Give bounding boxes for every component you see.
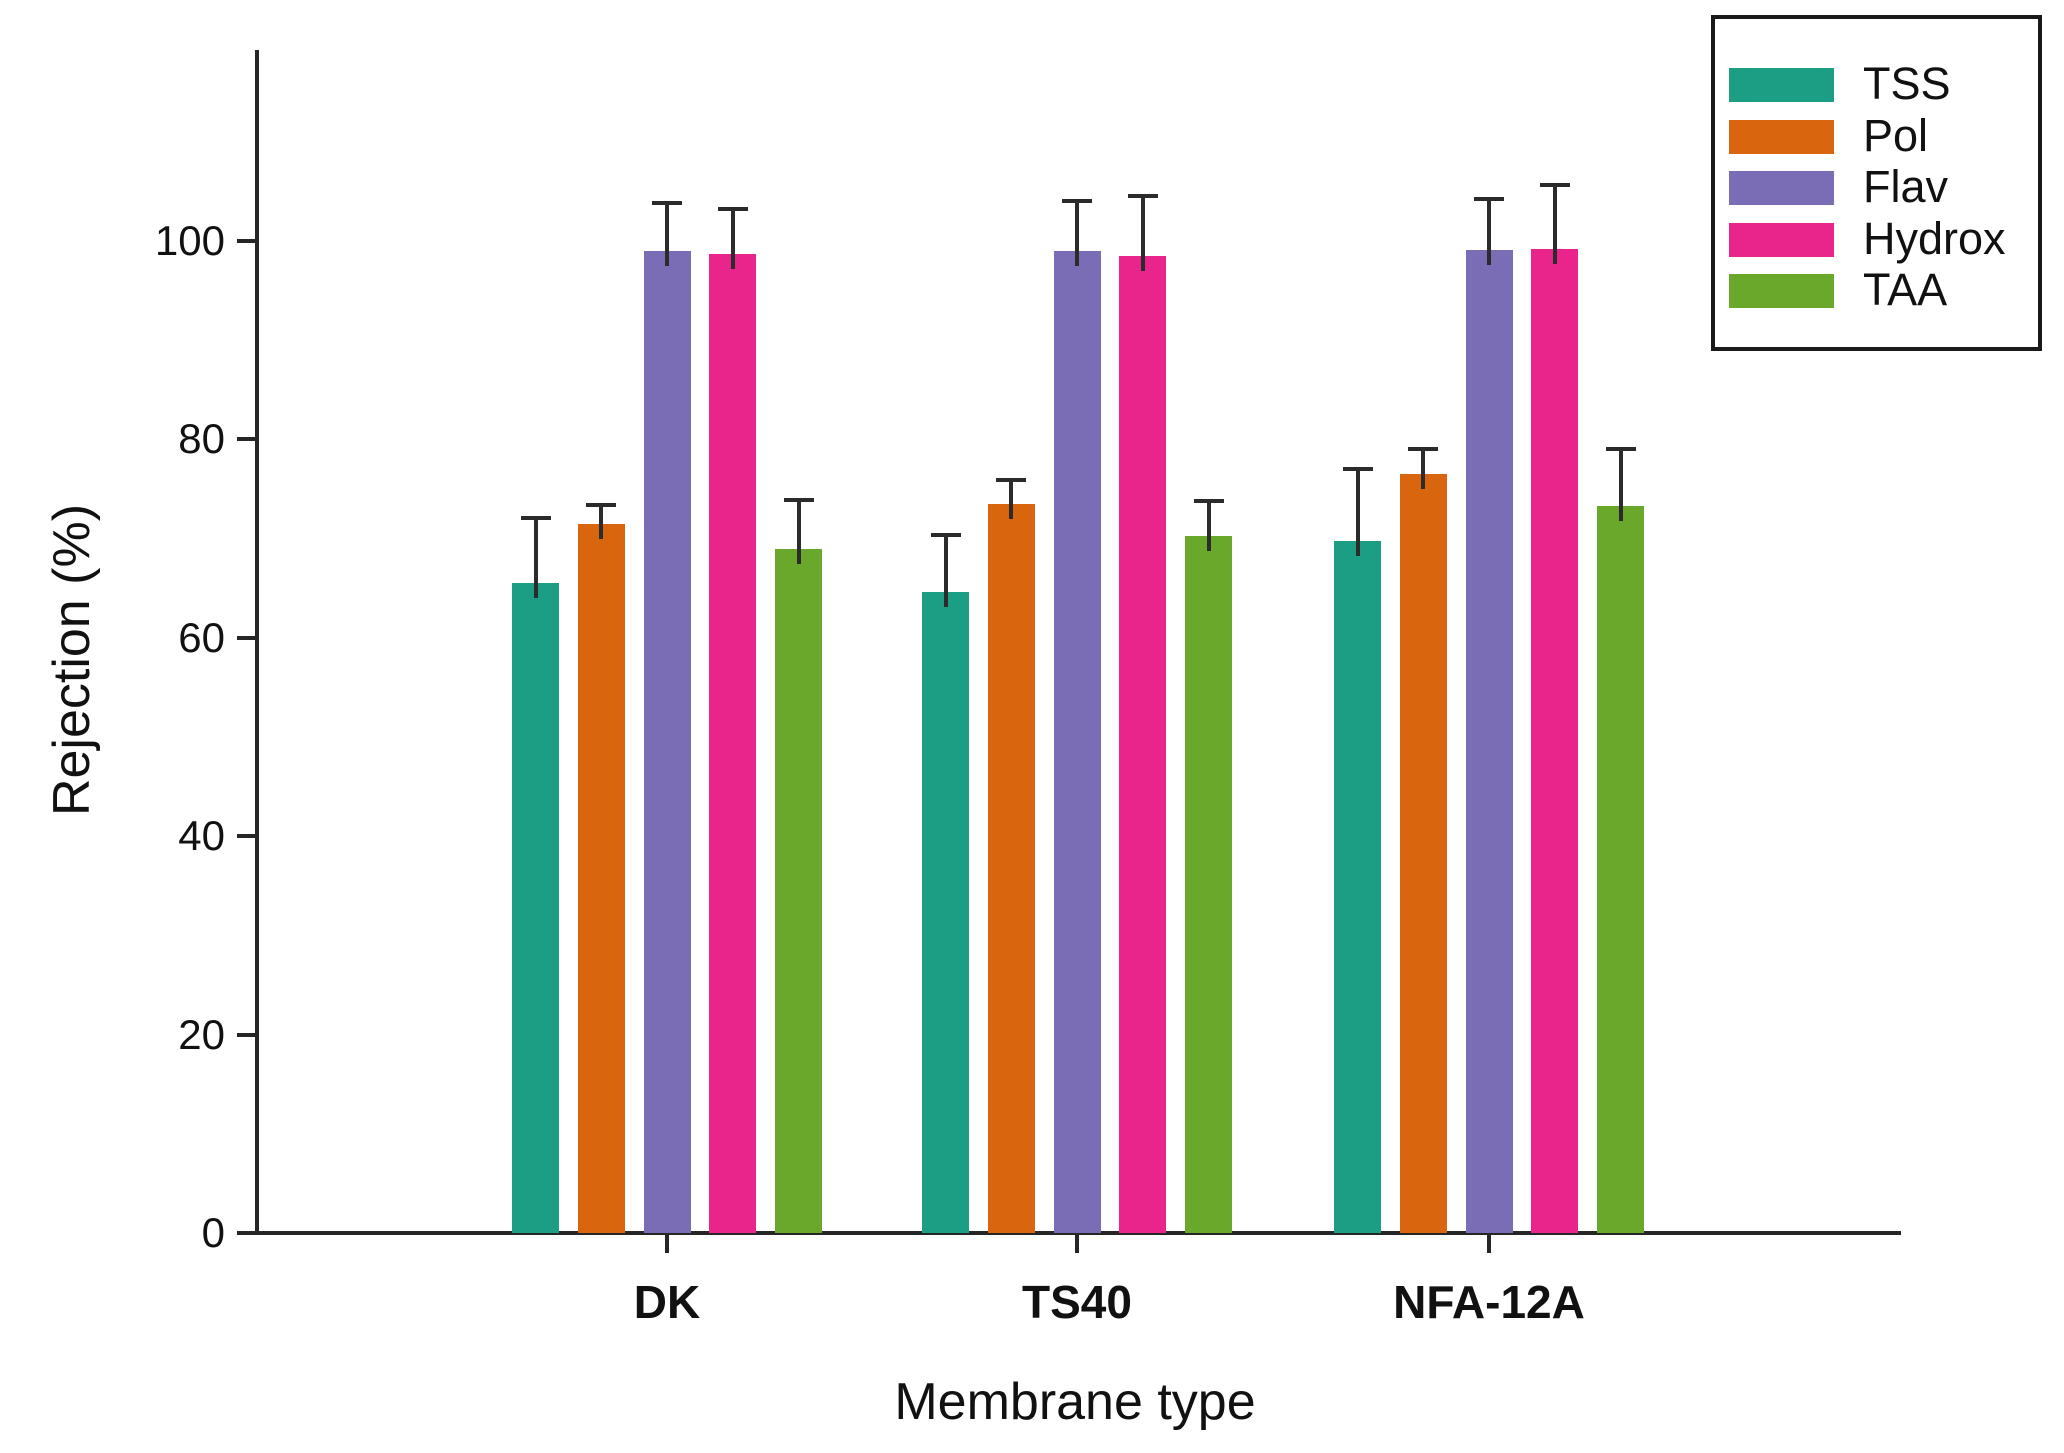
y-tick-label: 20	[178, 1010, 225, 1058]
y-tick-label: 0	[201, 1209, 225, 1256]
error-bar-line	[1075, 201, 1079, 266]
bar-Hydrox-TS40	[1119, 255, 1167, 1233]
legend-swatch-Flav	[1729, 171, 1834, 205]
x-tick-mark	[1487, 1235, 1491, 1253]
legend: TSS Pol Flav Hydrox TAA	[1711, 15, 2042, 351]
y-axis-line	[255, 50, 259, 1235]
error-bar-cap	[996, 478, 1027, 483]
error-bar-cap	[1127, 194, 1158, 199]
error-bar-cap	[520, 515, 551, 520]
bar-Hydrox-NFA-12A	[1531, 248, 1579, 1233]
legend-swatch-TAA	[1729, 274, 1834, 308]
bar-TSS-NFA-12A	[1334, 540, 1381, 1233]
error-bar-cap	[1193, 498, 1224, 503]
error-bar-line	[730, 209, 735, 269]
legend-swatch-Hydrox	[1729, 222, 1834, 257]
bar-TAA-TS40	[1185, 535, 1232, 1233]
bar-TSS-DK	[512, 583, 559, 1233]
error-bar-line	[943, 534, 948, 608]
bar-Flav-DK	[643, 250, 691, 1233]
y-tick-mark	[237, 834, 257, 839]
bar-TAA-DK	[775, 548, 822, 1233]
error-bar-line	[533, 517, 538, 599]
y-tick-mark	[237, 437, 257, 442]
bar-TAA-NFA-12A	[1597, 505, 1644, 1233]
bar-TSS-TS40	[922, 592, 969, 1233]
error-bar-line	[1140, 196, 1145, 271]
legend-label: Pol	[1863, 109, 1929, 161]
x-axis-title: Membrane type	[894, 1373, 1256, 1431]
error-bar-cap	[652, 201, 682, 206]
x-category-label-NFA-12A: NFA-12A	[1393, 1276, 1585, 1328]
bar-Flav-TS40	[1053, 250, 1101, 1233]
x-category-label-TS40: TS40	[1022, 1276, 1132, 1328]
y-tick-mark	[237, 1231, 257, 1235]
legend-label: Hydrox	[1863, 212, 2006, 264]
y-tick-mark	[237, 635, 257, 640]
error-bar-cap	[1408, 447, 1439, 452]
y-tick-label: 60	[178, 613, 225, 661]
x-category-label-DK: DK	[633, 1276, 701, 1328]
y-tick-label: 100	[154, 217, 225, 264]
legend-label: TAA	[1863, 264, 1948, 315]
x-axis-line	[255, 1231, 1901, 1235]
error-bar-line	[1421, 449, 1426, 490]
error-bar-cap	[1539, 183, 1570, 188]
bar-Pol-NFA-12A	[1399, 474, 1447, 1233]
error-bar-cap	[1342, 467, 1373, 472]
error-bar-line	[1009, 480, 1014, 519]
error-bar-line	[1552, 185, 1557, 264]
error-bar-line	[1206, 500, 1211, 551]
y-tick-label: 40	[178, 812, 225, 860]
error-bar-line	[796, 499, 801, 564]
error-bar-cap	[930, 532, 961, 537]
legend-label: TSS	[1863, 58, 1951, 109]
error-bar-line	[599, 504, 604, 539]
error-bar-line	[1355, 469, 1360, 556]
error-bar-line	[1487, 199, 1491, 265]
legend-label: Flav	[1863, 161, 1949, 212]
x-tick-mark	[1075, 1235, 1079, 1253]
error-bar-line	[1618, 449, 1623, 521]
error-bar-cap	[1062, 199, 1092, 204]
bar-Pol-TS40	[987, 503, 1035, 1233]
legend-swatch-TSS	[1729, 68, 1834, 102]
error-bar-line	[665, 203, 669, 266]
y-tick-mark	[237, 239, 257, 243]
error-bar-cap	[717, 207, 748, 212]
error-bar-cap	[1605, 447, 1636, 452]
y-tick-mark	[237, 1032, 257, 1037]
y-axis-title: Rejection (%)	[43, 503, 101, 817]
y-tick-label: 80	[178, 415, 225, 463]
error-bar-cap	[1474, 197, 1504, 202]
legend-swatch-Pol	[1729, 119, 1834, 154]
bar-Flav-NFA-12A	[1465, 249, 1513, 1233]
error-bar-cap	[783, 497, 814, 502]
bar-Hydrox-DK	[709, 253, 757, 1233]
x-tick-mark	[665, 1235, 669, 1253]
bar-Pol-DK	[577, 523, 625, 1233]
error-bar-cap	[586, 502, 617, 507]
